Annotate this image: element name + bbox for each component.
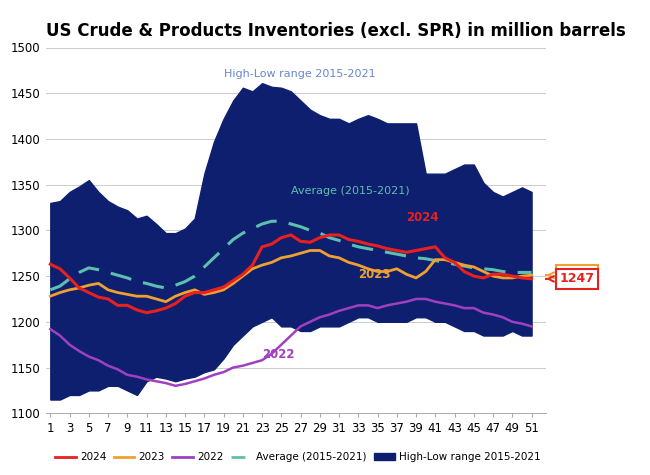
Text: 1251: 1251 [560, 269, 594, 282]
Text: High-Low range 2015-2021: High-Low range 2015-2021 [224, 69, 375, 79]
Text: US Crude & Products Inventories (excl. SPR) in million barrels: US Crude & Products Inventories (excl. S… [46, 22, 625, 40]
Text: 2023: 2023 [358, 268, 391, 281]
Legend: 2024, 2023, 2022, Average (2015-2021), High-Low range 2015-2021: 2024, 2023, 2022, Average (2015-2021), H… [51, 448, 545, 466]
Text: Average (2015-2021): Average (2015-2021) [291, 186, 410, 196]
Text: 2022: 2022 [262, 348, 294, 361]
Text: 1247: 1247 [560, 272, 594, 285]
Text: 2024: 2024 [406, 211, 439, 224]
